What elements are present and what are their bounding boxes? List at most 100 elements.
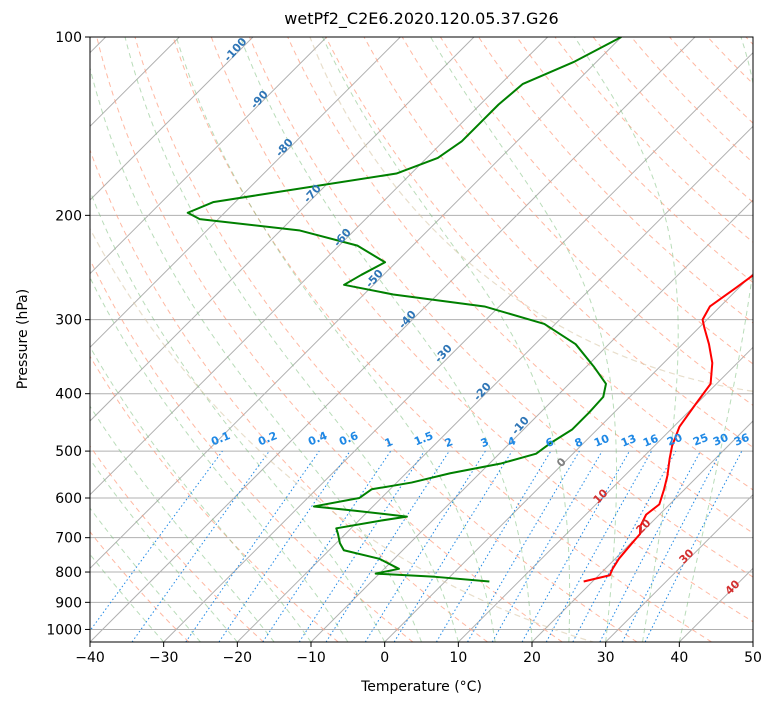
dry-adiabat xyxy=(90,355,339,642)
dry-adiabat xyxy=(172,37,712,642)
isotherm-line xyxy=(752,641,753,642)
dry-adiabat-label: -60 xyxy=(331,226,354,250)
y-tick-label: 700 xyxy=(55,531,82,547)
y-tick-label: 100 xyxy=(55,30,82,46)
mixing-ratio-label: 2 xyxy=(443,435,455,450)
dry-adiabat-label: -80 xyxy=(273,136,296,160)
moist-adiabat-label: 10 xyxy=(591,486,611,506)
dry-adiabat xyxy=(516,37,753,284)
moist-adiabat-label: 20 xyxy=(634,516,654,536)
dry-adiabat xyxy=(287,37,753,534)
mixing-ratio-label: 3 xyxy=(479,435,491,450)
mixing-ratio-label: 30 xyxy=(711,431,730,449)
moist-adiabat xyxy=(90,189,386,642)
moist-adiabat-label: 30 xyxy=(677,546,697,566)
mixing-ratio-label: 25 xyxy=(691,431,710,449)
moist-adiabat xyxy=(90,345,312,642)
mixing-ratio-label: 0.2 xyxy=(256,429,279,448)
background-arc xyxy=(309,37,753,392)
x-tick-label: 40 xyxy=(670,650,688,666)
dry-adiabat-label: -40 xyxy=(396,308,419,332)
moist-adiabat xyxy=(90,66,422,642)
isotherm-line xyxy=(678,567,753,642)
mixing-ratio-label: 8 xyxy=(573,435,585,450)
isotherm-line xyxy=(163,51,753,642)
dry-adiabat-label: -50 xyxy=(363,267,386,291)
moist-adiabat xyxy=(574,37,679,642)
x-tick-label: −30 xyxy=(149,650,179,666)
isotherm-line xyxy=(90,37,401,349)
moist-adiabat xyxy=(322,37,571,642)
dewpoint-profile-line xyxy=(186,37,622,583)
dry-adiabat xyxy=(707,37,753,85)
isotherm-line xyxy=(90,37,622,570)
dry-adiabat xyxy=(249,37,753,578)
isotherm-line xyxy=(605,493,753,642)
dry-adiabat xyxy=(90,258,414,642)
isotherm-line xyxy=(90,37,328,275)
mixing-ratio-label: 13 xyxy=(619,432,638,450)
moist-adiabat xyxy=(430,37,618,642)
mixing-ratio-line xyxy=(545,450,653,642)
mixing-ratio-line xyxy=(262,450,392,642)
y-tick-label: 1000 xyxy=(46,622,82,638)
mixing-ratio-label: 1 xyxy=(383,435,395,450)
moist-adiabat xyxy=(90,553,165,642)
dry-adiabat xyxy=(90,445,264,642)
y-tick-label: 300 xyxy=(55,313,82,329)
dry-adiabat xyxy=(90,148,488,642)
isotherm-line xyxy=(310,199,753,642)
moist-adiabat-label: 0 xyxy=(554,455,569,470)
y-tick-label: 400 xyxy=(55,387,82,403)
dry-adiabat xyxy=(96,37,563,642)
temperature-profile-line xyxy=(583,274,753,583)
mixing-ratio-line xyxy=(393,450,513,642)
dry-adiabat xyxy=(478,37,753,324)
mixing-ratio-line xyxy=(435,450,552,642)
moist-adiabat xyxy=(124,37,459,642)
mixing-ratio-label: 16 xyxy=(641,432,660,450)
y-tick-label: 500 xyxy=(55,444,82,460)
mixing-ratio-line xyxy=(298,450,425,642)
dry-adiabat xyxy=(439,37,753,365)
x-tick-label: 50 xyxy=(744,650,762,666)
x-tick-label: 0 xyxy=(380,650,389,666)
dry-adiabat xyxy=(401,37,753,406)
mixing-ratio-label: 10 xyxy=(592,432,611,450)
moist-adiabat xyxy=(239,37,533,642)
mixing-ratio-line xyxy=(185,450,320,642)
mixing-ratio-line xyxy=(131,450,270,642)
isotherm-line xyxy=(384,272,753,642)
plot-frame xyxy=(89,36,754,643)
mixing-ratio-label: 0.1 xyxy=(209,429,232,448)
moist-adiabat xyxy=(90,507,201,642)
dry-adiabat-label: -90 xyxy=(248,88,271,112)
mixing-ratio-label: 0.6 xyxy=(337,429,360,448)
y-tick-label: 800 xyxy=(55,565,82,581)
mixing-ratio-label: 20 xyxy=(665,431,684,449)
mixing-ratio-label: 1.5 xyxy=(412,429,435,448)
dry-adiabat xyxy=(134,37,638,642)
isotherm-line xyxy=(90,37,254,201)
isotherm-line xyxy=(0,37,32,642)
dry-adiabat-label: -30 xyxy=(432,342,455,366)
moist-adiabat xyxy=(175,37,496,642)
isotherm-line xyxy=(457,346,753,642)
chart-title: wetPf2_C2E6.2020.120.05.37.G26 xyxy=(284,9,559,28)
mixing-ratio-line xyxy=(467,450,580,642)
moist-adiabat xyxy=(90,458,238,642)
x-tick-label: 20 xyxy=(523,650,541,666)
y-tick-label: 200 xyxy=(55,208,82,224)
dry-adiabat xyxy=(745,37,753,46)
x-tick-label: −10 xyxy=(296,650,326,666)
mixing-ratio-line xyxy=(90,450,223,632)
isotherm-line xyxy=(90,37,549,496)
mixing-ratio-line xyxy=(521,450,630,642)
x-tick-label: −20 xyxy=(223,650,253,666)
mixing-ratio-line xyxy=(644,450,743,642)
plot-area: -100-90-80-70-60-50-40-30-20-100.1 0.2 0.4… xyxy=(0,37,753,642)
moist-adiabat-label: 40 xyxy=(723,577,743,597)
mixing-ratio-line xyxy=(325,450,450,642)
isotherm-line xyxy=(236,125,753,642)
